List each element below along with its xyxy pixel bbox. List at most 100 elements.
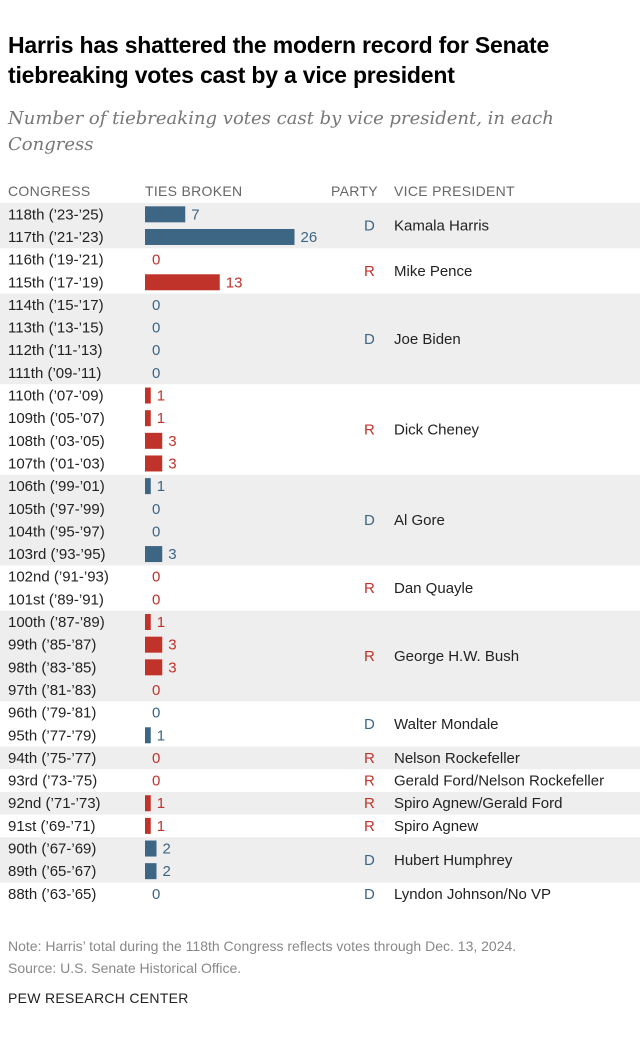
- vice-president-label: Al Gore: [394, 512, 445, 529]
- vice-president-label: Mike Pence: [394, 263, 472, 280]
- group-band: [0, 791, 640, 815]
- vice-president-label: Walter Mondale: [394, 716, 499, 733]
- party-label: R: [364, 648, 375, 665]
- value-label: 0: [152, 501, 160, 518]
- congress-label: 111th (’09-’11): [8, 365, 101, 382]
- party-label: D: [364, 331, 375, 348]
- congress-label: 102nd (’91-’93): [8, 569, 109, 586]
- bar: [145, 659, 163, 676]
- party-label: R: [364, 795, 375, 812]
- value-label: 0: [152, 365, 160, 382]
- group-band: [0, 837, 640, 883]
- congress-label: 101st (’89-’91): [8, 591, 104, 608]
- congress-label: 106th (’99-’01): [8, 478, 105, 495]
- value-label: 0: [152, 523, 160, 540]
- party-label: D: [364, 512, 375, 529]
- value-label: 2: [163, 863, 171, 880]
- vice-president-label: Nelson Rockefeller: [394, 750, 520, 767]
- header-congress: CONGRESS: [8, 183, 91, 199]
- vice-president-label: Lyndon Johnson/No VP: [394, 886, 551, 903]
- party-label: R: [364, 818, 375, 835]
- chart-note: Note: Harris’ total during the 118th Con…: [8, 935, 638, 979]
- vice-president-label: Hubert Humphrey: [394, 852, 513, 869]
- group-band: [0, 203, 640, 249]
- bar: [145, 478, 151, 495]
- bar: [145, 636, 163, 653]
- party-label: D: [364, 218, 375, 235]
- value-label: 0: [152, 320, 160, 337]
- congress-label: 103rd (’93-’95): [8, 546, 106, 563]
- chart-subtitle: Number of tiebreaking votes cast by vice…: [8, 108, 554, 155]
- value-label: 26: [301, 229, 318, 246]
- vice-president-label: Spiro Agnew: [394, 818, 478, 835]
- congress-label: 114th (’15-’17): [8, 297, 104, 314]
- congress-label: 104th (’95-’97): [8, 523, 105, 540]
- value-label: 0: [152, 252, 160, 269]
- bar: [145, 795, 151, 812]
- value-label: 0: [152, 591, 160, 608]
- value-label: 13: [226, 274, 243, 291]
- congress-label: 107th (’01-’03): [8, 455, 105, 472]
- value-label: 7: [191, 206, 199, 223]
- congress-label: 108th (’03-’05): [8, 433, 105, 450]
- value-label: 3: [168, 637, 176, 654]
- vice-president-label: Joe Biden: [394, 331, 461, 348]
- congress-label: 97th (’81-’83): [8, 682, 96, 699]
- congress-label: 99th (’85-’87): [8, 637, 96, 654]
- congress-label: 98th (’83-’85): [8, 659, 96, 676]
- value-label: 0: [152, 682, 160, 699]
- pew-brand-logo: PEW RESEARCH CENTER: [8, 990, 189, 1006]
- bar: [145, 863, 157, 880]
- note-text: Note: Harris’ total during the 118th Con…: [8, 938, 517, 954]
- value-label: 1: [157, 388, 165, 405]
- congress-label: 89th (’65-’67): [8, 863, 96, 880]
- value-label: 1: [157, 614, 165, 631]
- value-label: 1: [157, 478, 165, 495]
- congress-label: 96th (’79-’81): [8, 705, 96, 722]
- vice-president-label: Dan Quayle: [394, 580, 473, 597]
- congress-label: 116th (’19-’21): [8, 252, 104, 269]
- tiebreak-bar-chart: D Kamala Harris R Mike Pence D Joe Biden R Dick…: [0, 203, 640, 903]
- header-vice-president: VICE PRESIDENT: [394, 183, 515, 199]
- congress-label: 92nd (’71-’73): [8, 795, 101, 812]
- congress-label: 88th (’63-’65): [8, 886, 96, 903]
- value-label: 0: [152, 569, 160, 586]
- bar: [145, 387, 151, 404]
- value-label: 3: [168, 659, 176, 676]
- value-label: 1: [157, 818, 165, 835]
- bar: [145, 727, 151, 744]
- value-label: 0: [152, 705, 160, 722]
- chart-title: Harris has shattered the modern record f…: [8, 32, 550, 88]
- value-label: 1: [157, 727, 165, 744]
- party-label: R: [364, 422, 375, 439]
- congress-label: 109th (’05-’07): [8, 410, 105, 427]
- source-text: Source: U.S. Senate Historical Office.: [8, 960, 242, 976]
- bar: [145, 274, 220, 291]
- value-label: 0: [152, 886, 160, 903]
- congress-label: 94th (’75-’77): [8, 750, 96, 767]
- value-label: 0: [152, 750, 160, 767]
- value-label: 0: [152, 297, 160, 314]
- congress-label: 105th (’97-’99): [8, 501, 105, 518]
- bar: [145, 614, 151, 631]
- group-band: [0, 474, 640, 566]
- bar: [145, 206, 186, 223]
- group-band: [0, 610, 640, 702]
- bar: [145, 432, 163, 449]
- bar: [145, 455, 163, 472]
- header-party: PARTY: [331, 183, 378, 199]
- bar: [145, 840, 157, 857]
- header-ties-broken: TIES BROKEN: [145, 183, 243, 199]
- congress-label: 100th (’87-’89): [8, 614, 105, 631]
- congress-label: 115th (’17-’19): [8, 274, 104, 291]
- value-label: 0: [152, 342, 160, 359]
- bar: [145, 546, 163, 563]
- congress-label: 91st (’69-’71): [8, 818, 96, 835]
- congress-label: 95th (’77-’79): [8, 727, 96, 744]
- vice-president-label: Dick Cheney: [394, 422, 480, 439]
- congress-label: 93rd (’73-’75): [8, 773, 97, 790]
- value-label: 2: [163, 841, 171, 858]
- party-label: R: [364, 263, 375, 280]
- bar: [145, 228, 295, 245]
- vice-president-label: Spiro Agnew/Gerald Ford: [394, 795, 562, 812]
